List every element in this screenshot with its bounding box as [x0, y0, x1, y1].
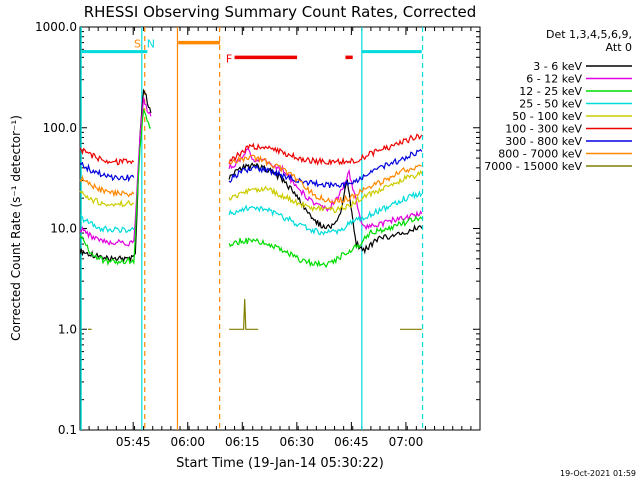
legend-entry-label: 3 - 6 keV: [533, 60, 582, 73]
x-tick-label: 06:00: [170, 435, 205, 449]
x-tick-label: 07:00: [389, 435, 424, 449]
x-tick-label: 06:45: [334, 435, 369, 449]
y-tick-label: 0.1: [58, 423, 77, 437]
axis-ticks: [79, 27, 481, 431]
plot-frame: [79, 26, 481, 431]
y-axis-label: Corrected Count Rate (s⁻¹ detector⁻¹): [9, 115, 23, 341]
chart-title: RHESSI Observing Summary Count Rates, Co…: [84, 3, 477, 21]
series-line: [79, 147, 135, 166]
footer-timestamp: 19-Oct-2021 01:59: [560, 469, 636, 478]
legend-header: Det 1,3,4,5,6,9,: [546, 28, 632, 41]
series-line: [228, 190, 423, 236]
series-line: [228, 162, 423, 255]
series-line: [229, 298, 259, 330]
y-tick-label: 1.0: [58, 322, 77, 336]
annotation-bars: [81, 40, 422, 60]
annotation-letter: F: [226, 52, 232, 65]
legend-entry-label: 7000 - 15000 keV: [484, 160, 582, 173]
x-axis-label: Start Time (19-Jan-14 05:30:22): [176, 456, 384, 471]
legend-subheader: Att 0: [606, 41, 632, 54]
legend-entry-label: 12 - 25 keV: [519, 85, 582, 98]
annotation-letter: N: [147, 38, 155, 51]
legend-entry-label: 100 - 300 keV: [505, 123, 582, 136]
series-layer: [79, 88, 423, 330]
x-tick-label: 06:15: [225, 435, 260, 449]
x-tick-labels: 05:45 06:00 06:15 06:30 06:45 07:00: [116, 435, 423, 449]
series-line: [228, 148, 423, 190]
legend-entry-label: 800 - 7000 keV: [498, 148, 582, 161]
x-tick-label: 06:30: [280, 435, 315, 449]
series-line: [79, 161, 135, 183]
y-tick-label: 100.0: [43, 121, 77, 135]
y-tick-labels: 0.1 1.0 10.0 100.0 1000.0: [35, 20, 77, 437]
annotation-letter: S: [134, 38, 141, 51]
series-line: [228, 169, 423, 214]
series-line: [79, 97, 152, 247]
annotation-labels: S N F: [134, 38, 232, 66]
legend-entry-label: 300 - 800 keV: [505, 135, 582, 148]
legend-entry-label: 25 - 50 keV: [519, 98, 582, 111]
legend-entry-label: 6 - 12 keV: [526, 73, 582, 86]
annotation-lines: [80, 27, 424, 430]
y-tick-label: 1000.0: [35, 20, 77, 34]
series-line: [228, 133, 423, 167]
series-line: [79, 107, 151, 267]
series-line: [79, 174, 135, 198]
x-tick-label: 05:45: [116, 435, 151, 449]
series-line: [228, 154, 422, 205]
series-line: [79, 215, 135, 234]
legend-entry-label: 50 - 100 keV: [512, 110, 582, 123]
series-line: [79, 190, 135, 208]
y-tick-label: 10.0: [50, 222, 77, 236]
series-line: [228, 215, 423, 269]
